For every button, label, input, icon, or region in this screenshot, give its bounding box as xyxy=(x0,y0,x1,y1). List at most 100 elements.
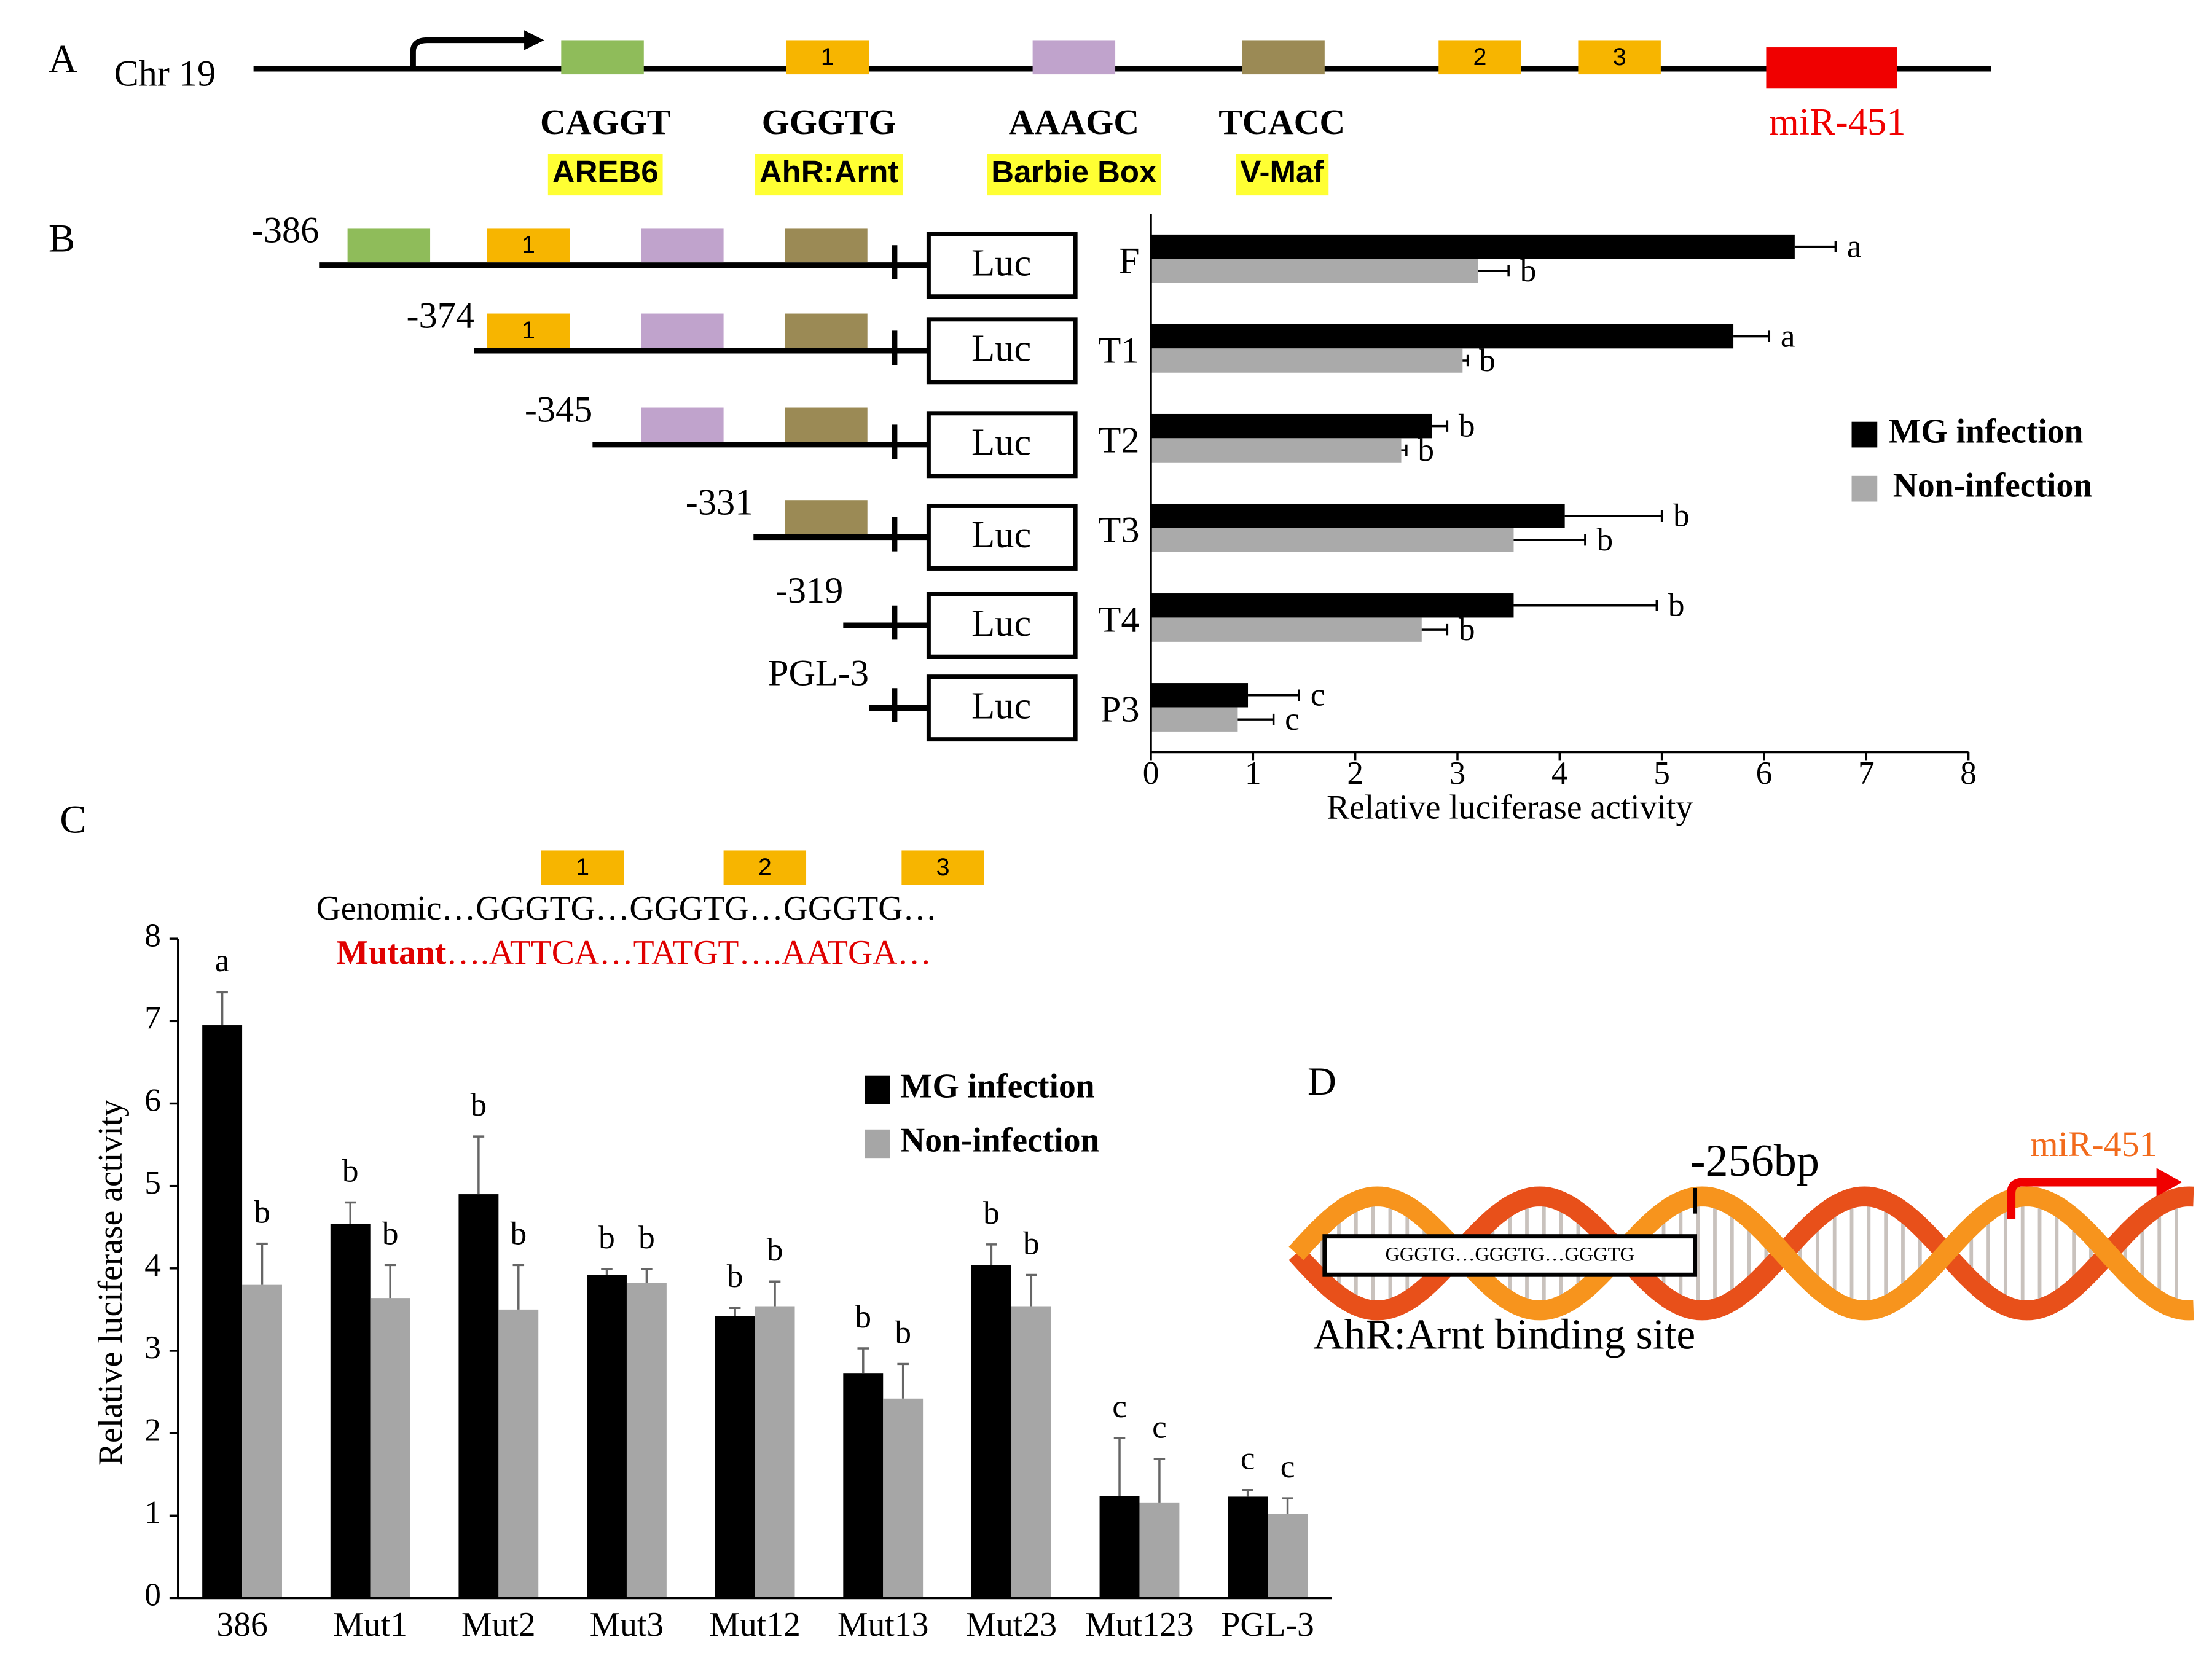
error-bar xyxy=(384,1264,396,1299)
position-label: -256bp xyxy=(1690,1136,1819,1186)
x-tick-label: Mut12 xyxy=(709,1606,800,1644)
x-tick-label: 0 xyxy=(1143,754,1159,791)
site-box xyxy=(641,228,724,263)
construct-start: -345 xyxy=(525,389,592,431)
significance-label: b xyxy=(1459,611,1475,647)
bar xyxy=(202,1025,243,1598)
reporter-box xyxy=(926,317,1078,385)
x-tick-label: 2 xyxy=(1347,754,1363,791)
bar xyxy=(1011,1306,1051,1598)
x-tick-label: 8 xyxy=(1960,754,1977,791)
significance-label: b xyxy=(895,1313,911,1350)
site-box xyxy=(641,313,724,348)
site-box xyxy=(901,850,984,885)
error-bar xyxy=(857,1347,869,1374)
x-tick-label: 6 xyxy=(1756,754,1773,791)
error-bar xyxy=(1478,265,1510,277)
significance-label: b xyxy=(1668,587,1685,623)
reporter-label: Luc xyxy=(971,513,1031,556)
x-tick-label: 4 xyxy=(1551,754,1568,791)
reporter-label: Luc xyxy=(971,420,1031,463)
site-box xyxy=(1438,40,1521,75)
significance-label: b xyxy=(1459,407,1475,444)
tss-arrow xyxy=(410,37,530,69)
bar xyxy=(1268,1514,1308,1598)
y-tick-label: 4 xyxy=(144,1246,161,1283)
error-bar xyxy=(1432,420,1449,432)
error-bar xyxy=(1513,534,1586,546)
error-bar xyxy=(1462,354,1469,367)
y-tick-label: 1 xyxy=(144,1494,161,1531)
significance-label: b xyxy=(1520,252,1537,289)
panel-label: C xyxy=(60,797,86,842)
bar xyxy=(715,1316,755,1598)
significance-label: b xyxy=(1596,521,1613,558)
error-bar xyxy=(1026,1273,1037,1307)
binding-site-caption: AhR:Arnt binding site xyxy=(1313,1311,1695,1359)
significance-label: b xyxy=(727,1257,743,1294)
site-box xyxy=(1242,40,1325,75)
significance-label: b xyxy=(598,1219,615,1256)
mirna-label: miR-451 xyxy=(2031,1124,2157,1164)
motif-highlight xyxy=(755,154,903,196)
y-tick-label: 2 xyxy=(144,1411,161,1448)
x-tick-label: Mut123 xyxy=(1085,1606,1193,1644)
site-box xyxy=(641,407,724,442)
significance-label: b xyxy=(342,1152,359,1189)
site-box xyxy=(487,228,570,263)
bar xyxy=(1151,707,1238,732)
chromosome-label: Chr 19 xyxy=(114,53,216,95)
bar xyxy=(1139,1502,1180,1598)
error-bar xyxy=(641,1268,653,1283)
bar xyxy=(1151,528,1514,552)
error-bar xyxy=(1237,713,1275,725)
legend-swatch xyxy=(1851,475,1878,502)
bar xyxy=(626,1283,667,1598)
site-box xyxy=(785,228,868,263)
error-bar xyxy=(1733,330,1771,342)
bar xyxy=(883,1398,924,1598)
genomic-label: Genomic xyxy=(316,889,442,928)
y-axis-title: Relative luciferase activity xyxy=(92,1100,130,1466)
legend-swatch xyxy=(1851,421,1878,448)
legend-label: Non-infection xyxy=(900,1122,1100,1160)
site-number: 3 xyxy=(1613,44,1626,71)
bar xyxy=(1099,1496,1140,1598)
x-tick-label: 5 xyxy=(1653,754,1670,791)
site-box xyxy=(723,850,807,885)
motif-factor: V-Maf xyxy=(1240,154,1324,189)
site-box xyxy=(541,850,624,885)
significance-label: c xyxy=(1285,700,1300,737)
motif-sequence: AAAGC xyxy=(1009,102,1139,142)
bar xyxy=(587,1275,627,1598)
site-number: 1 xyxy=(522,232,535,259)
significance-label: a xyxy=(215,942,230,979)
motif-sequence: TCACC xyxy=(1218,102,1345,142)
significance-label: c xyxy=(1281,1448,1295,1485)
bar xyxy=(1151,413,1432,439)
motif-sequence: GGGTG xyxy=(762,102,896,142)
error-bar xyxy=(1242,1488,1253,1497)
x-tick-label: 7 xyxy=(1858,754,1875,791)
significance-label: b xyxy=(855,1298,871,1335)
reporter-label: Luc xyxy=(971,684,1031,727)
error-bar xyxy=(897,1362,909,1399)
significance-label: b xyxy=(1418,431,1434,468)
error-bar xyxy=(1153,1457,1166,1503)
significance-label: b xyxy=(382,1214,399,1251)
bar xyxy=(1151,593,1514,618)
significance-label: b xyxy=(1479,342,1496,378)
bar xyxy=(498,1309,539,1598)
panel-label: A xyxy=(49,37,77,81)
error-bar xyxy=(1282,1497,1293,1514)
y-tick-label: 8 xyxy=(144,916,161,953)
bar xyxy=(843,1373,884,1598)
mirna-label: miR-451 xyxy=(1769,100,1906,143)
construct-start: -386 xyxy=(251,210,319,251)
site-number: 1 xyxy=(576,854,589,881)
significance-label: b xyxy=(767,1231,783,1268)
mirna-box xyxy=(1766,47,1897,89)
error-bar xyxy=(1113,1437,1126,1496)
binding-site-sequence: GGGTG…GGGTG…GGGTG xyxy=(1385,1244,1634,1266)
